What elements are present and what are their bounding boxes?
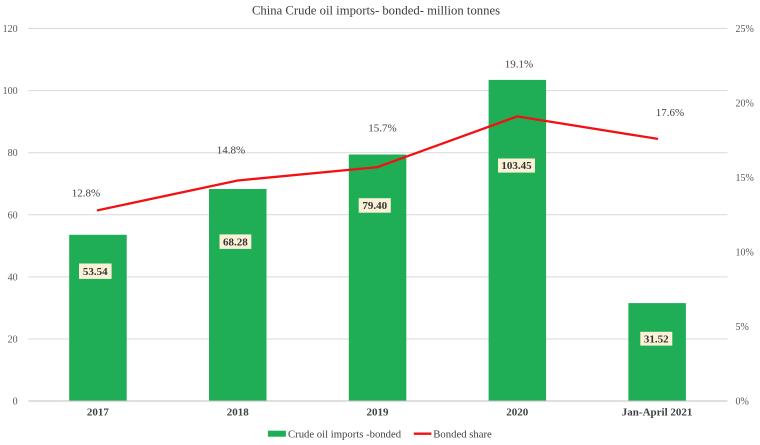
- svg-text:60: 60: [8, 210, 18, 221]
- svg-text:15.7%: 15.7%: [368, 123, 396, 135]
- svg-text:12.8%: 12.8%: [72, 188, 100, 200]
- svg-text:20: 20: [8, 335, 18, 346]
- svg-text:Jan-April 2021: Jan-April 2021: [622, 407, 693, 419]
- svg-text:2018: 2018: [227, 407, 250, 419]
- svg-text:10%: 10%: [736, 248, 754, 259]
- svg-text:31.52: 31.52: [644, 333, 669, 345]
- svg-text:2020: 2020: [506, 407, 529, 419]
- svg-text:17.6%: 17.6%: [656, 107, 684, 119]
- svg-text:China Crude oil imports- bonde: China Crude oil imports- bonded- million…: [252, 3, 500, 17]
- svg-text:0%: 0%: [736, 397, 749, 408]
- svg-text:15%: 15%: [736, 173, 754, 184]
- svg-text:19.1%: 19.1%: [505, 59, 533, 71]
- svg-text:103.45: 103.45: [501, 160, 532, 172]
- svg-text:14.8%: 14.8%: [217, 145, 245, 157]
- svg-text:2019: 2019: [367, 407, 390, 419]
- svg-text:2017: 2017: [87, 407, 110, 419]
- svg-text:25%: 25%: [736, 24, 754, 35]
- svg-text:79.40: 79.40: [362, 200, 387, 212]
- svg-text:68.28: 68.28: [223, 236, 248, 248]
- svg-text:5%: 5%: [736, 322, 749, 333]
- svg-text:Bonded share: Bonded share: [433, 428, 492, 440]
- svg-text:40: 40: [8, 272, 18, 283]
- svg-text:53.54: 53.54: [83, 266, 108, 278]
- svg-text:80: 80: [8, 148, 18, 159]
- svg-text:20%: 20%: [736, 99, 754, 110]
- svg-text:120: 120: [3, 24, 18, 35]
- svg-text:100: 100: [3, 86, 18, 97]
- svg-text:0: 0: [13, 397, 18, 408]
- svg-text:Crude oil imports -bonded: Crude oil imports -bonded: [288, 428, 402, 440]
